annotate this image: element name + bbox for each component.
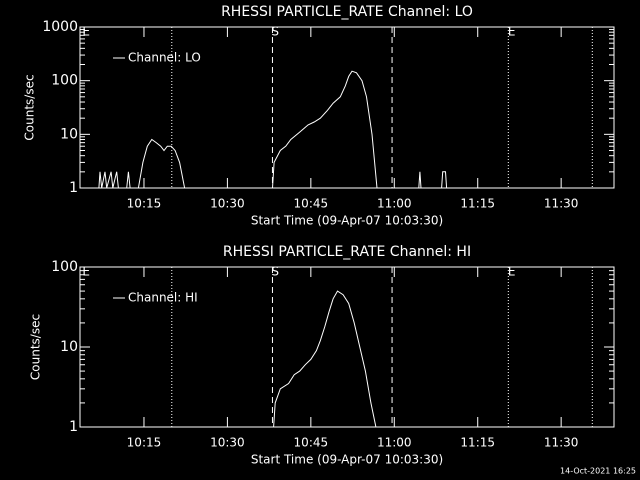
y-tick-label: 10 xyxy=(60,339,78,355)
marker-label: S xyxy=(271,25,279,39)
legend-label: Channel: LO xyxy=(128,51,201,65)
marker-label: E xyxy=(82,265,90,279)
data-line xyxy=(273,290,377,428)
y-tick-label: 100 xyxy=(51,73,78,89)
marker-label: E xyxy=(508,25,516,39)
x-tick-label: 11:00 xyxy=(377,436,412,450)
legend-label: Channel: HI xyxy=(128,291,198,305)
marker-label: S xyxy=(271,265,279,279)
y-tick-label: 1000 xyxy=(42,19,78,35)
x-tick-label: 10:30 xyxy=(210,197,245,211)
x-tick-label: 11:15 xyxy=(460,197,495,211)
chart-title: RHESSI PARTICLE_RATE Channel: HI xyxy=(223,244,471,260)
x-axis-label: Start Time (09-Apr-07 10:03:30) xyxy=(251,214,443,228)
x-tick-label: 11:00 xyxy=(377,197,412,211)
x-tick-label: 11:30 xyxy=(544,197,579,211)
marker-label: E xyxy=(82,25,90,39)
x-tick-label: 10:45 xyxy=(294,436,329,450)
y-axis-label: Counts/sec xyxy=(29,314,43,380)
x-tick-label: 10:15 xyxy=(127,436,162,450)
y-tick-label: 1 xyxy=(69,419,78,435)
y-axis-label: Counts/sec xyxy=(23,74,37,140)
marker-label: E xyxy=(508,265,516,279)
data-line xyxy=(82,70,614,189)
x-tick-label: 10:30 xyxy=(210,436,245,450)
x-tick-label: 10:15 xyxy=(127,197,162,211)
chart-title: RHESSI PARTICLE_RATE Channel: LO xyxy=(221,4,473,20)
x-tick-label: 10:45 xyxy=(294,197,329,211)
y-tick-label: 1 xyxy=(69,180,78,196)
x-axis-label: Start Time (09-Apr-07 10:03:30) xyxy=(251,453,443,467)
x-tick-label: 11:15 xyxy=(460,436,495,450)
y-tick-label: 10 xyxy=(60,126,78,142)
footer: 14-Oct-2021 16:25 xyxy=(560,467,636,476)
y-tick-label: 100 xyxy=(51,259,78,275)
x-tick-label: 11:30 xyxy=(544,436,579,450)
